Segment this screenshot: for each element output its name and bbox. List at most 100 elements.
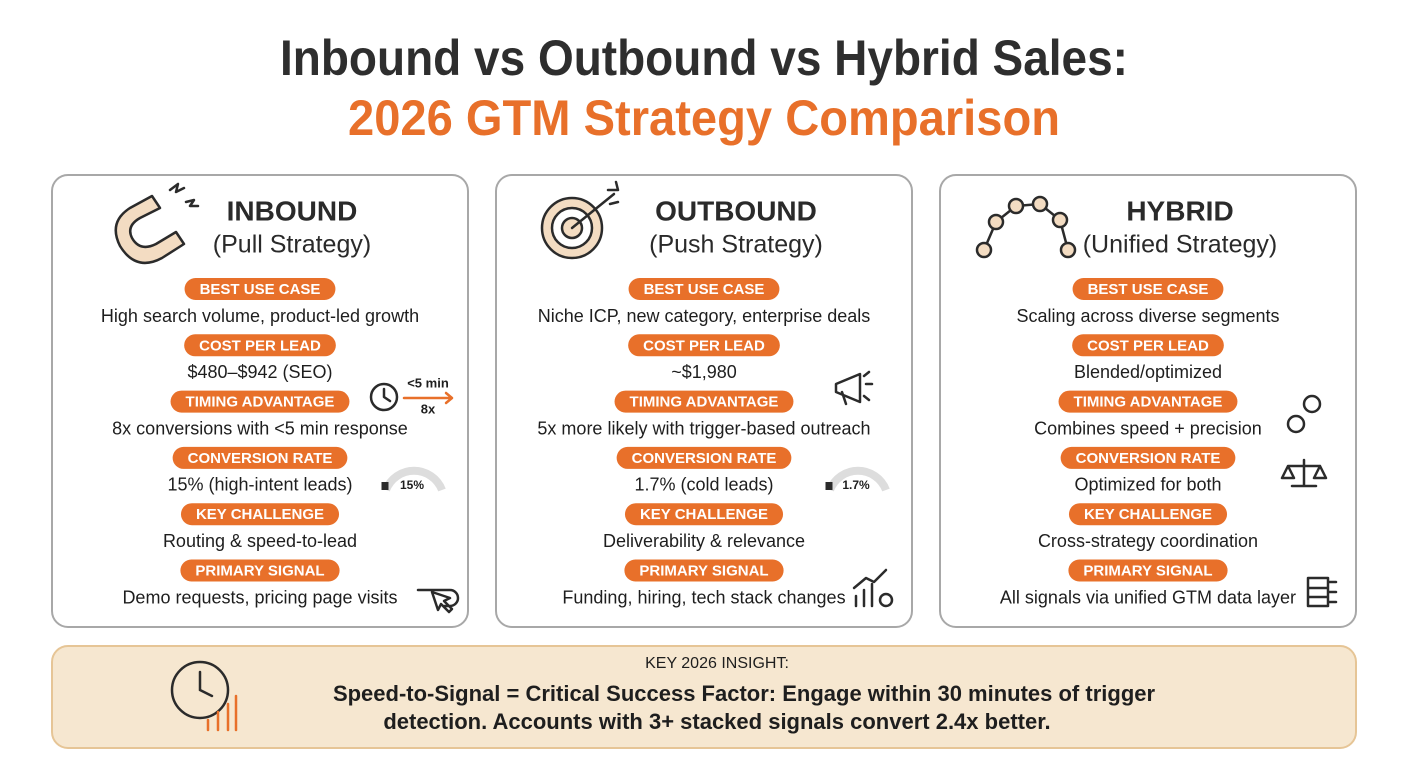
card-name: HYBRID [1126,195,1233,226]
pill-label: CONVERSION RATE [188,450,333,467]
row-icon [1280,394,1338,608]
pill-label: PRIMARY SIGNAL [1083,562,1212,579]
spark [168,182,200,208]
magnet [114,194,186,265]
pill-label: BEST USE CASE [200,281,321,298]
pill-label: COST PER LEAD [643,337,765,354]
target-icon [540,180,620,260]
pill [624,559,784,582]
insight-box [51,645,1357,749]
pill-label: TIMING ADVANTAGE [1074,394,1223,411]
row-text: Demo requests, pricing page visits [122,587,397,607]
clock [369,382,399,412]
row-text: $480–$942 (SEO) [187,362,332,382]
row-text: 1.7% (cold leads) [634,475,773,495]
icon-text: 8x [421,401,436,416]
pill [624,503,784,526]
row-text: 15% (high-intent leads) [167,475,352,495]
pill-label: TIMING ADVANTAGE [186,394,335,411]
node [1031,195,1049,213]
timing-icon [369,382,454,412]
card-strategy: (Push Strategy) [649,231,823,259]
gear [1302,394,1322,414]
pill-label: CONVERSION RATE [1076,450,1221,467]
pill [172,446,348,469]
pill [616,446,792,469]
pill [1058,390,1238,413]
row-text: 5x more likely with trigger-based outrea… [537,418,870,438]
cursor [416,588,460,614]
arrow [402,391,454,405]
pill-label: COST PER LEAD [1087,337,1209,354]
icon-text: <5 min [407,375,449,390]
row-text: All signals via unified GTM data layer [1000,587,1296,607]
network-icon [975,195,1077,259]
magnet-icon [114,182,200,265]
insight-line: detection. Accounts with 3+ stacked sign… [383,709,1050,734]
gauge-label: 1.7% [842,478,870,492]
subtitle: 2026 GTM Strategy Comparison [348,90,1060,146]
pill-label: TIMING ADVANTAGE [630,394,779,411]
scale [1280,458,1328,488]
pill [1068,503,1228,526]
pill-label: KEY CHALLENGE [640,506,768,523]
pill-label: PRIMARY SIGNAL [195,562,324,579]
pill [180,559,340,582]
pill-label: KEY CHALLENGE [1084,506,1212,523]
pill [614,390,794,413]
row-text: Funding, hiring, tech stack changes [562,587,845,607]
node [1007,197,1025,215]
pill-label: KEY CHALLENGE [196,506,324,523]
pill-label: PRIMARY SIGNAL [639,562,768,579]
gauge-label: 15% [400,478,424,492]
row-text: Scaling across diverse segments [1016,306,1279,326]
row-icon [834,370,894,608]
card-strategy: (Pull Strategy) [213,231,371,259]
card-name: INBOUND [227,195,358,226]
pill [1072,278,1224,300]
row-text: Cross-strategy coordination [1038,531,1258,551]
card-strategy: (Unified Strategy) [1083,231,1278,259]
pill [628,334,780,357]
pill [184,334,336,357]
row-text: Niche ICP, new category, enterprise deal… [538,306,871,326]
arrow [570,180,620,230]
pill [1068,559,1228,582]
pill [628,278,780,300]
node [987,213,1005,231]
row-text: Combines speed + precision [1034,418,1262,438]
insight-line: Speed-to-Signal = Critical Success Facto… [333,681,1156,706]
gear [878,592,894,608]
gauge [826,466,890,492]
pill [180,503,340,526]
chart [852,568,888,608]
row-text: 8x conversions with <5 min response [112,418,408,438]
row-text: Optimized for both [1074,475,1221,495]
megaphone [834,370,874,406]
pill-label: COST PER LEAD [199,337,321,354]
gauge [382,466,446,492]
title: Inbound vs Outbound vs Hybrid Sales: [280,30,1128,86]
node [1059,241,1077,259]
row-icon [416,588,460,614]
row-text: ~$1,980 [671,362,737,382]
database [1306,576,1338,608]
clock-icon [170,660,238,732]
node [975,241,993,259]
pill-label: CONVERSION RATE [632,450,777,467]
pill [1060,446,1236,469]
pill-label: BEST USE CASE [644,281,765,298]
row-text: High search volume, product-led growth [101,306,419,326]
card-name: OUTBOUND [655,195,817,226]
pill [1072,334,1224,357]
pill [184,278,336,300]
hands [382,387,392,403]
row-text: Blended/optimized [1074,362,1222,382]
node [1051,211,1069,229]
row-text: Deliverability & relevance [603,531,805,551]
pill [170,390,350,413]
insight-label: KEY 2026 INSIGHT: [645,655,789,672]
pill-label: BEST USE CASE [1088,281,1209,298]
row-text: Routing & speed-to-lead [163,531,357,551]
